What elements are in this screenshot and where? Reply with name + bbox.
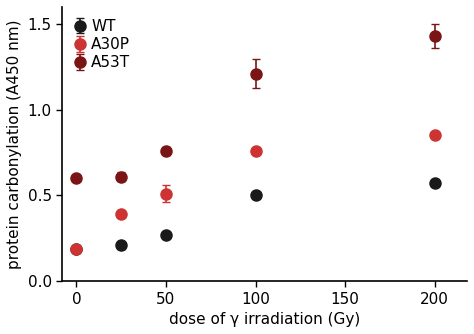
X-axis label: dose of γ irradiation (Gy): dose of γ irradiation (Gy)	[169, 312, 360, 327]
Y-axis label: protein carbonylation (A450 nm): protein carbonylation (A450 nm)	[7, 19, 22, 269]
Legend: WT, A30P, A53T: WT, A30P, A53T	[70, 15, 135, 75]
